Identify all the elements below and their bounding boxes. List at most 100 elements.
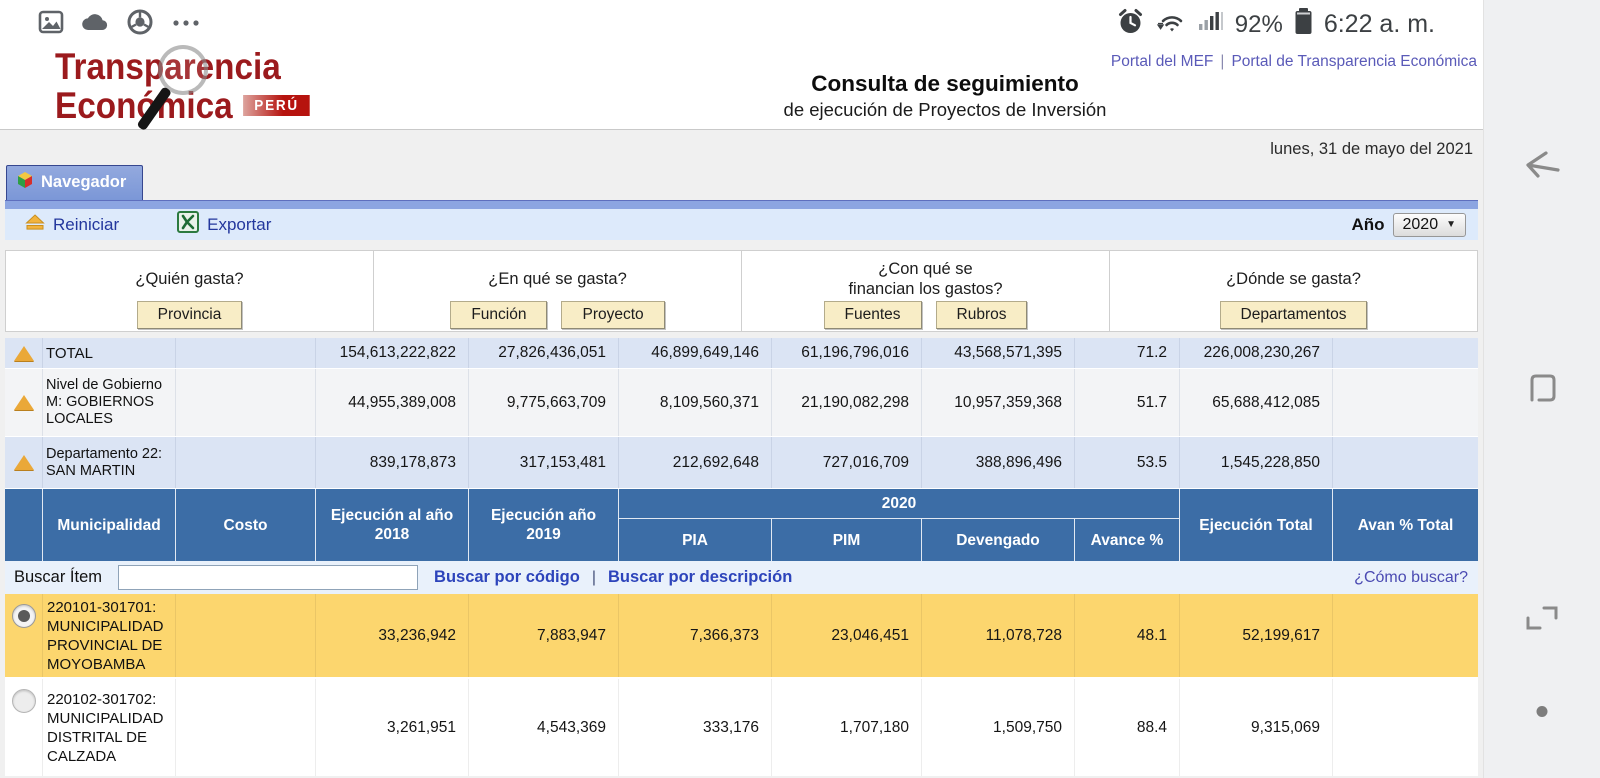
search-label: Buscar Ítem: [14, 568, 103, 586]
table-row-total[interactable]: TOTAL 154,613,222,822 27,826,436,051 46,…: [5, 338, 1478, 369]
funcion-button[interactable]: Función: [450, 301, 548, 329]
cell-avan-total: [1333, 594, 1478, 677]
exportar-button[interactable]: Exportar: [177, 211, 271, 238]
search-bar: Buscar Ítem Buscar por código | Buscar p…: [5, 561, 1478, 594]
buscar-por-descripcion-link[interactable]: Buscar por descripción: [607, 568, 793, 586]
expand-triangle-icon[interactable]: [13, 345, 34, 361]
buscar-item-input[interactable]: [118, 565, 419, 590]
expand-triangle-icon[interactable]: [13, 395, 34, 410]
content-area: lunes, 31 de mayo del 2021 Navegador Rei…: [0, 130, 1483, 778]
cell-ejecucion-2019: 9,775,663,709: [469, 369, 619, 436]
cell-avan-total: [1333, 437, 1478, 488]
tab-bar: Navegador: [6, 165, 1483, 200]
cell-ejecucion-total: 1,545,228,850: [1180, 437, 1333, 488]
cell-pim: 23,046,451: [772, 594, 922, 677]
link-portal-transparencia[interactable]: Portal de Transparencia Económica: [1231, 53, 1477, 70]
proyecto-button[interactable]: Proyecto: [561, 301, 665, 329]
table-row-nivel-gobierno[interactable]: Nivel de Gobierno M: GOBIERNOS LOCALES 4…: [5, 369, 1478, 437]
cell-avance: 88.4: [1075, 679, 1180, 776]
signal-bars-icon: [1198, 8, 1224, 42]
como-buscar-link[interactable]: ¿Cómo buscar?: [1354, 568, 1468, 586]
screenshot-notification-icon[interactable]: [38, 9, 64, 40]
header-devengado: Devengado: [922, 519, 1075, 561]
rail-handle-dot[interactable]: [1536, 706, 1548, 717]
radio-selected[interactable]: [11, 604, 36, 628]
back-icon[interactable]: [1522, 150, 1562, 187]
cell-devengado: 11,078,728: [922, 594, 1075, 677]
filter-con-que-se-financian: ¿Con qué se financian los gastos? Fuente…: [741, 251, 1109, 331]
cell-devengado: 1,509,750: [922, 679, 1075, 776]
page-title: Consulta de seguimiento: [811, 71, 1079, 96]
header-empty: [5, 489, 43, 561]
transparencia-economica-logo[interactable]: Transparencia Económica PERÚ: [55, 45, 338, 132]
portal-links: Portal del MEF | Portal de Transparencia E…: [1111, 53, 1477, 71]
buscar-por-codigo-link[interactable]: Buscar por código: [434, 568, 580, 586]
alarm-icon: [1117, 8, 1144, 42]
exportar-label: Exportar: [207, 214, 272, 234]
chevron-down-icon: ▼: [1446, 219, 1456, 230]
cell-ejecucion-2019: 317,153,481: [469, 437, 619, 488]
reset-pivot-icon: [25, 213, 45, 237]
rubros-button[interactable]: Rubros: [935, 301, 1028, 329]
header-avan-total: Avan % Total: [1357, 516, 1454, 534]
fuentes-button[interactable]: Fuentes: [823, 301, 922, 329]
cell-costo: [176, 437, 316, 488]
battery-percentage: 92%: [1234, 10, 1283, 38]
cell-ejecucion-2018: 154,613,222,822: [316, 338, 469, 368]
table-row-calzada[interactable]: 220102-301702: MUNICIPALIDAD DISTRITAL D…: [5, 679, 1478, 776]
header-municipalidad: Municipalidad: [43, 489, 176, 561]
tab-navegador[interactable]: Navegador: [6, 165, 144, 200]
cloud-notification-icon[interactable]: [81, 9, 110, 40]
radio-unselected[interactable]: [11, 689, 36, 713]
table-row-moyobamba[interactable]: 220101-301701: MUNICIPALIDAD PROVINCIAL …: [5, 594, 1478, 679]
provincia-button[interactable]: Provincia: [136, 301, 243, 329]
row-label: Departamento 22: SAN MARTIN: [43, 437, 176, 488]
cell-costo: [176, 679, 316, 776]
android-status-bar: 92% 6:22 a. m.: [0, 0, 1483, 45]
site-header: Transparencia Económica PERÚ Consulta de…: [0, 45, 1483, 132]
cell-costo: [176, 338, 316, 368]
cell-avance: 48.1: [1075, 594, 1180, 677]
departamentos-button[interactable]: Departamentos: [1219, 301, 1368, 329]
link-portal-mef[interactable]: Portal del MEF: [1110, 53, 1214, 70]
filter-question: ¿Quién gasta?: [135, 270, 244, 288]
link-separator: |: [1220, 53, 1225, 70]
reiniciar-button[interactable]: Reiniciar: [25, 213, 119, 237]
tab-label: Navegador: [41, 173, 127, 191]
recent-apps-icon[interactable]: [1524, 372, 1560, 409]
cell-avan-total: [1333, 369, 1478, 436]
page-title-block: Consulta de seguimiento de ejecución de …: [680, 71, 1210, 121]
table-row-departamento[interactable]: Departamento 22: SAN MARTIN 839,178,873 …: [5, 437, 1478, 489]
page-subtitle: de ejecución de Proyectos de Inversión: [783, 99, 1107, 120]
excel-icon: [177, 211, 200, 238]
header-year-2020: 2020: [619, 489, 1180, 519]
cell-ejecucion-2018: 3,261,951: [316, 679, 469, 776]
year-dropdown[interactable]: 2020 ▼: [1392, 212, 1466, 237]
cell-ejecucion-2018: 33,236,942: [316, 594, 469, 677]
expand-triangle-icon[interactable]: [13, 455, 34, 470]
chrome-notification-icon[interactable]: [127, 9, 153, 40]
multi-window-icon[interactable]: [1524, 602, 1560, 639]
tab-strip: [5, 200, 1478, 209]
more-notifications-icon[interactable]: [170, 9, 204, 40]
cell-devengado: 43,568,571,395: [922, 338, 1075, 368]
year-label: Año: [1351, 214, 1385, 234]
row-name: 220102-301702: MUNICIPALIDAD DISTRITAL D…: [43, 679, 176, 776]
row-label: Nivel de Gobierno M: GOBIERNOS LOCALES: [43, 369, 176, 436]
cell-pia: 46,899,649,146: [619, 338, 772, 368]
cell-pim: 61,196,796,016: [772, 338, 922, 368]
cell-pim: 727,016,709: [772, 437, 922, 488]
cell-pia: 7,366,373: [619, 594, 772, 677]
cell-costo: [176, 594, 316, 677]
cell-avance: 71.2: [1075, 338, 1180, 368]
android-nav-rail: [1483, 0, 1600, 778]
filter-question: ¿Dónde se gasta?: [1226, 270, 1361, 288]
search-link-separator: |: [591, 568, 596, 586]
main-area: 92% 6:22 a. m. Transparencia Económica P…: [0, 0, 1483, 778]
cell-ejecucion-total: 52,199,617: [1180, 594, 1333, 677]
cell-avance: 53.5: [1075, 437, 1180, 488]
peru-badge: PERÚ: [243, 95, 310, 116]
filter-question-line2: financian los gastos?: [848, 280, 1003, 298]
cell-devengado: 388,896,496: [922, 437, 1075, 488]
cell-pim: 21,190,082,298: [772, 369, 922, 436]
